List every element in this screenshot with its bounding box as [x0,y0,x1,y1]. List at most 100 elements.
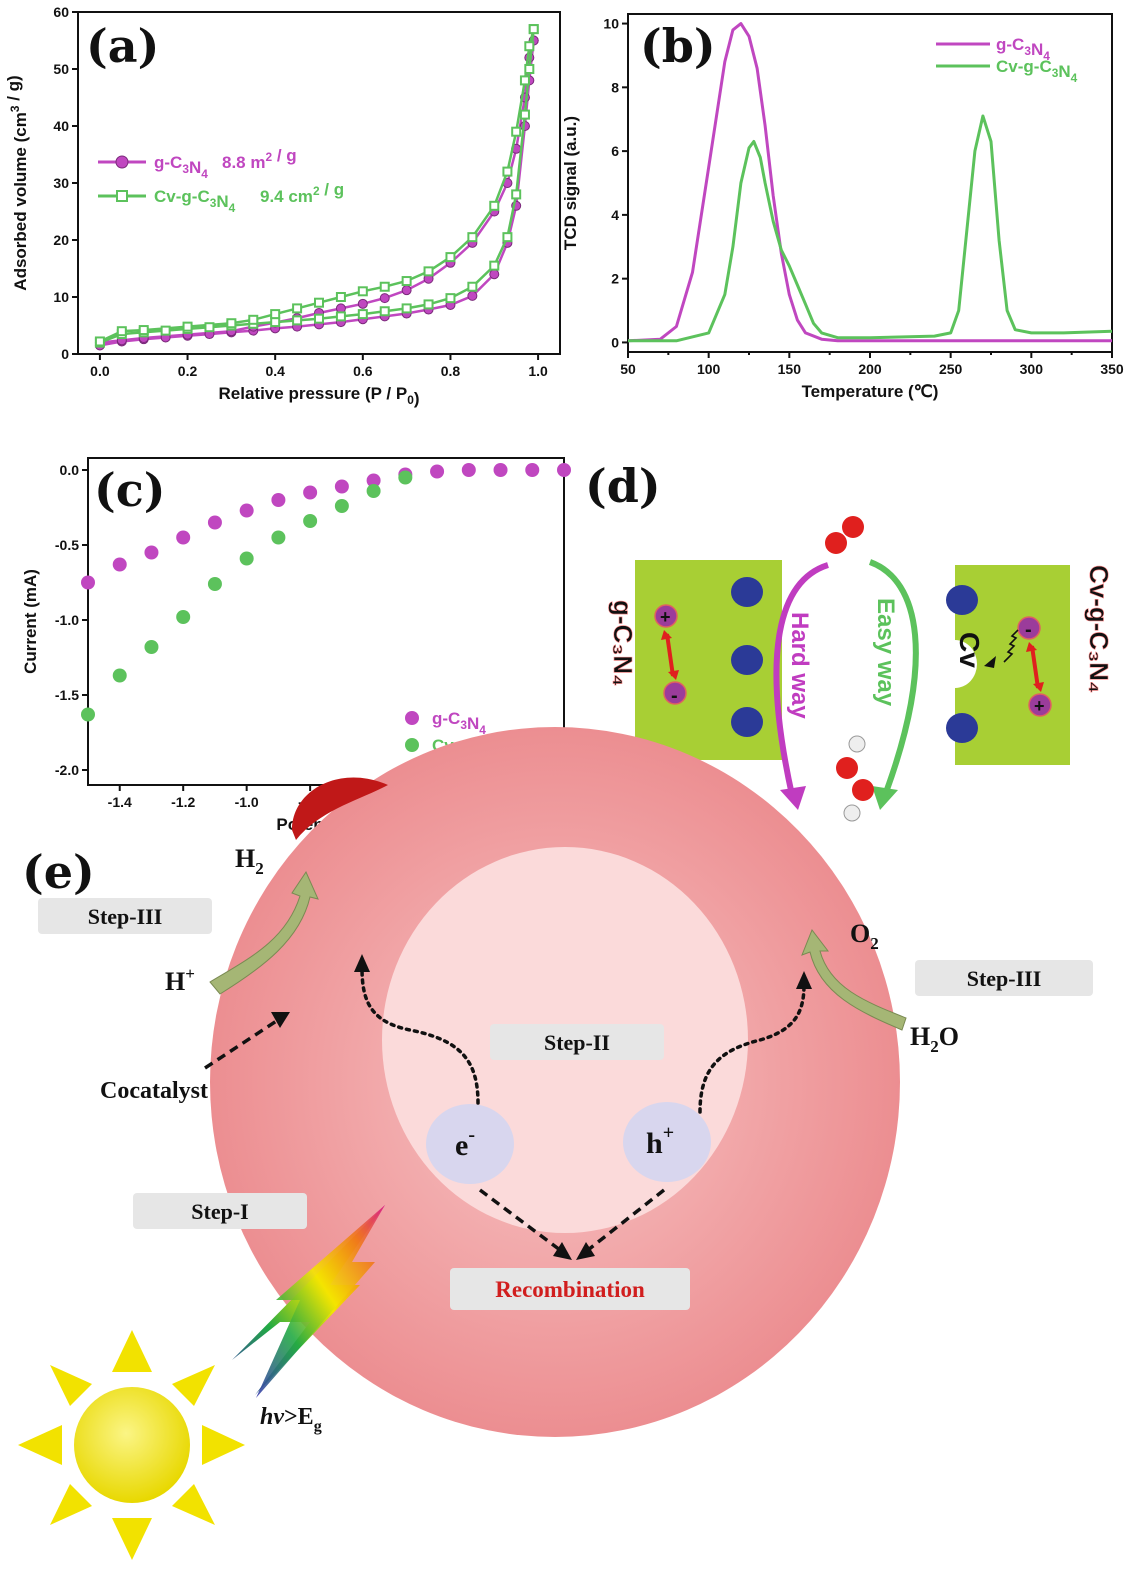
arrowhead [780,786,806,810]
data-point [423,266,434,277]
photon-energy-label: hv>Eg [260,1404,322,1435]
cocatalyst-particle [292,777,388,840]
y-tick-label: 10 [603,16,619,32]
hole-charge [1028,693,1052,717]
blue-site [946,713,978,743]
hole-recombination-arrow [586,1188,666,1252]
data-point [379,281,390,292]
data-point [519,75,530,86]
panel-e-diagram: (e) Step-III Step- [18,727,1093,1560]
easy-way-label: Easy way [872,598,899,707]
data-point [176,530,191,545]
step-iii-left-label: Step-III [88,904,163,929]
data-point [366,473,381,488]
oxygen-atom [836,757,858,779]
arrowhead [796,971,812,989]
y-axis-label: Current (mA) [21,569,40,674]
data-point [366,484,381,498]
legend: g-C3N4 8.8 m2 / g Cv-g-C3N4 9.4 cm2 / g [98,146,344,215]
right-material-label: Cv-g-C₃N₄ [1084,565,1114,693]
arrowhead [576,1242,595,1260]
legend-value: 8.8 m2 / g [222,146,297,172]
plus-sign: + [1034,696,1045,716]
data-point [489,260,500,271]
data-point [519,109,530,120]
x-tick-label: 1.0 [528,363,548,379]
series-cv-g-c3n4-line [628,114,1113,343]
y-tick-label: 8 [611,79,619,95]
y-tick-label: 2 [611,271,619,287]
blue-site [946,585,978,615]
data-point [502,166,513,177]
x-tick-label: 0.6 [353,363,373,379]
recombination-label: Recombination [495,1277,645,1302]
x-tick-label: 150 [778,361,802,377]
data-point [467,281,478,292]
step-iii-right-box [915,960,1093,996]
data-point [239,503,254,518]
cv-label: Cv [954,632,985,668]
hard-way-arrow [773,562,829,796]
electron-migration-path [360,966,480,1105]
hydrogen-atom [848,735,866,753]
arrowhead [661,630,672,640]
data-point [271,530,286,545]
step-iii-left-box [38,898,212,934]
legend-value: 9.4 cm2 / g [260,180,344,206]
data-point [160,325,171,336]
data-point [525,463,540,477]
data-point [379,306,390,317]
data-point [248,314,259,325]
x-tick-label: -1.2 [171,794,195,810]
plus-sign: + [660,607,671,627]
hole-label: h+ [646,1122,674,1160]
data-point [334,479,349,494]
x-tick-label: 200 [858,361,882,377]
arrowhead [553,1242,572,1260]
series-g-c3n4-line [627,22,1112,343]
x-tick-label: -1.4 [108,794,132,810]
data-point [94,336,105,347]
electron-carrier [426,1104,514,1184]
data-point [207,577,222,591]
data-point [557,463,571,477]
x-tick-label: 350 [1100,361,1124,377]
x-tick-label: 50 [620,361,636,377]
y-tick-label: 20 [53,232,69,248]
minus-sign: - [671,685,678,707]
series-g-c3n4 [81,463,571,590]
data-point [461,463,476,477]
data-point [502,232,513,243]
x-tick-label: 0.2 [178,363,198,379]
left-double-arrow [665,633,675,677]
data-point [112,557,127,572]
oxygen-atom [852,779,874,801]
panel-b-letter: (b) [640,19,716,73]
blue-site [731,645,763,675]
o2-label: O2 [850,919,879,953]
x-tick-label: 100 [697,361,721,377]
y-tick-label: 0.0 [60,462,80,478]
h2-evolution-arrow [209,870,319,995]
data-point [182,321,193,332]
y-axis-label: TCD signal (a.u.) [561,116,580,250]
y-axis-label: Adsorbed volume (cm3 / g) [4,75,30,290]
electron-recombination-arrow [478,1188,562,1252]
y-tick-label: 0 [611,334,619,350]
panel-d-letter: (d) [585,459,661,513]
y-tick-label: 30 [53,175,69,191]
series-cv-g-c3n4 [81,470,413,722]
data-point [292,303,303,314]
h-plus-label: H+ [165,964,195,996]
data-point [524,64,535,74]
data-point [112,668,127,683]
legend-marker [115,155,129,169]
hydrogen-atom [843,804,861,822]
x-tick-label: 0.4 [265,363,285,379]
panel-a-letter: (a) [86,19,159,73]
data-point [357,298,368,309]
data-point [207,515,222,530]
data-point [271,493,286,507]
y-tick-label: -1.0 [55,612,79,628]
data-point [445,293,456,304]
